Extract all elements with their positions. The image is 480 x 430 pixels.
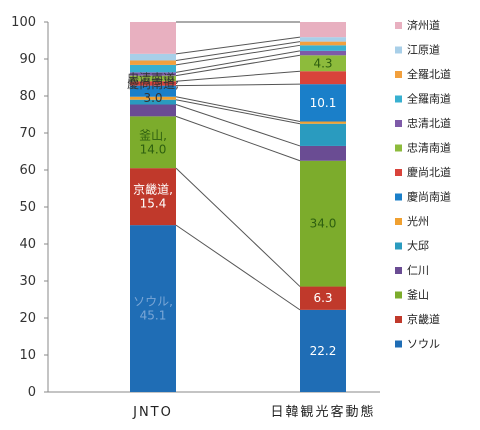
bar-segment [300,50,346,56]
legend-label: 全羅北道 [407,67,451,81]
legend-swatch [395,22,402,29]
bar-segment [130,64,176,73]
legend-label: 慶尚南道 [407,190,451,204]
legend-label: ソウル [407,338,440,351]
y-tick-label: 90 [19,52,36,67]
legend-swatch [395,95,402,103]
bar-segment [300,45,346,51]
legend-swatch [395,193,402,201]
legend-label: 済州道 [407,18,440,32]
bar-segment [130,72,176,76]
connector-line [175,50,301,73]
bar-segment [300,71,346,85]
legend-label: 仁川 [407,264,429,277]
bar-segment [300,121,346,124]
legend-label: 慶尚北道 [407,165,451,179]
bar-segment [130,168,176,226]
bar-segment [300,160,346,287]
legend-label: 釜山 [407,288,429,302]
segment-label: 22.2 [310,344,337,358]
bar-segment [300,286,346,310]
segment-label: 忠清南道, [127,70,179,85]
connector-line [175,96,301,123]
legend-label: 大邱 [407,239,429,253]
bar-segment [300,41,346,46]
legend-swatch [395,340,402,348]
segment-label: 10.1 [310,96,337,110]
legend-swatch [395,218,402,225]
y-tick-label: 20 [19,311,36,326]
y-tick-label: 100 [11,15,36,30]
bar-segment [130,53,176,61]
connector-line [175,224,301,311]
segment-label: ソウル, 45.1 [133,295,173,323]
connector-line [175,36,301,55]
y-tick-label: 60 [19,163,36,178]
connector-line [175,99,301,125]
segment-label: 4.3 [313,56,332,70]
legend-swatch [395,267,402,274]
bar-segment [130,75,176,82]
legend-label: 江原道 [407,43,440,57]
segment-label: 34.0 [310,217,337,231]
bar-segment [130,81,176,86]
legend-swatch [395,144,402,152]
bar-segment [130,99,176,105]
bar-segment [130,22,176,54]
bar-segment [130,104,176,117]
segment-label: 6.3 [313,291,332,305]
bar-segment [300,123,346,146]
y-tick-label: 50 [19,200,36,215]
legend-swatch [395,242,402,250]
connector-line [175,115,301,162]
segment-label: 慶尚南道, 3.0 [127,76,179,105]
legend-swatch [395,120,402,127]
x-tick-label: JNTO [132,405,173,420]
x-tick-label: 日韓観光客動態 [270,404,375,420]
connector-line [175,54,301,77]
bar-segment [130,116,176,169]
y-tick-label: 80 [19,89,36,104]
bar-segment [300,37,346,42]
legend-swatch [395,46,402,54]
legend-swatch [395,291,402,299]
legend-swatch [395,316,402,323]
y-tick-label: 30 [19,274,36,289]
connector-line [175,70,301,82]
connector-line [175,104,301,147]
bar-segment [130,60,176,65]
bar-segment [300,22,346,38]
connector-line [175,44,301,66]
legend-label: 京畿道 [407,312,440,326]
y-tick-label: 70 [19,126,36,141]
bar-segment [130,85,176,97]
connector-line [175,41,301,61]
legend-label: 全羅南道 [407,92,451,106]
bar-segment [300,55,346,72]
legend-label: 忠清北道 [407,116,451,130]
connector-line [175,167,301,287]
legend-label: 忠清南道 [407,141,451,155]
legend-swatch [395,71,402,78]
bar-segment [300,84,346,122]
bar-segment [300,309,346,392]
y-tick-label: 10 [19,348,36,363]
segment-label: 釜山, 14.0 [139,127,167,156]
segment-label: 京畿道, 15.4 [133,183,173,211]
bar-segment [130,96,176,100]
connector-line [175,83,301,87]
legend-label: 光州 [407,214,429,228]
legend-swatch [395,169,402,176]
y-tick-label: 40 [19,237,36,252]
bar-segment [130,225,176,392]
bar-segment [300,145,346,161]
y-tick-label: 0 [28,385,36,400]
